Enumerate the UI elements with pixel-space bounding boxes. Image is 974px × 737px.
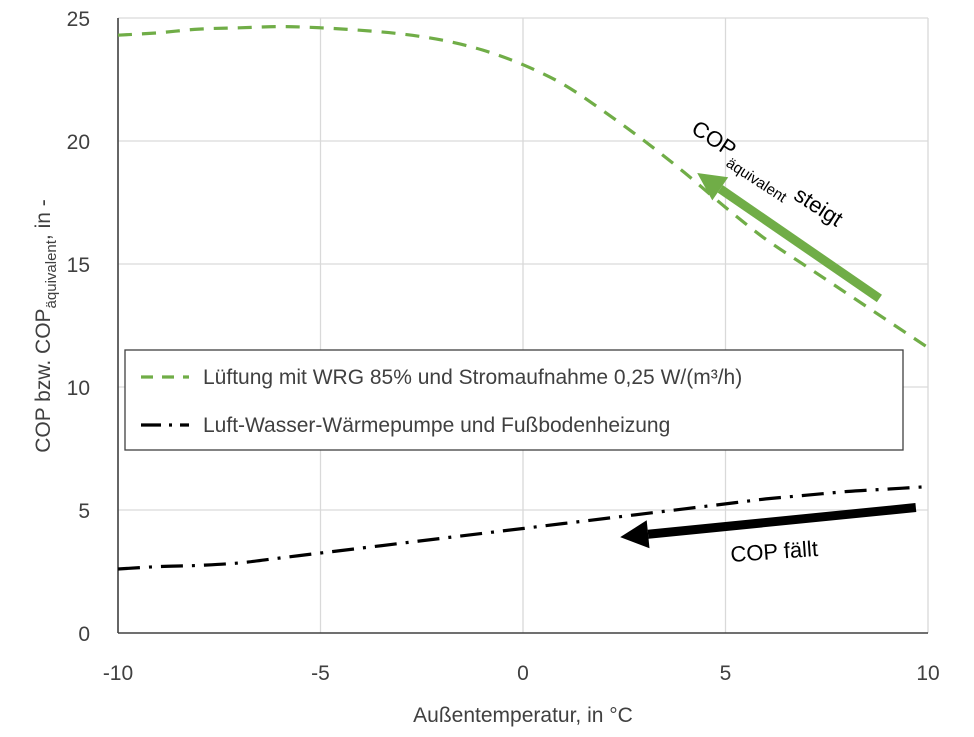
x-tick-label: 5 [720,662,732,685]
y-axis-title-suffix: , in - [32,199,55,240]
y-tick-label: 10 [67,377,90,400]
steigt-label-suffix: steigt [785,178,848,231]
y-tick-label: 20 [67,131,90,154]
y-axis-title-subscript: äquivalent [43,239,60,308]
y-axis-title: COP bzw. COPäquivalent, in - [32,199,60,453]
legend-label-1: Luft-Wasser-Wärmepumpe und Fußbodenheizu… [203,414,670,437]
faellt-arrow-shaft [647,503,917,539]
y-tick-label: 15 [67,254,90,277]
y-tick-label: 0 [78,623,90,646]
series-line-1 [117,485,929,571]
series-line-0 [117,24,929,349]
steigt-arrow-shaft [717,185,882,303]
x-tick-label: -5 [311,662,330,685]
steigt-arrow-head [697,173,729,201]
x-tick-label: 0 [517,662,529,685]
faellt-label: COP fällt [730,536,819,567]
y-tick-label: 5 [78,500,90,523]
legend-box [124,349,904,451]
x-axis-title: Außentemperatur, in °C [413,704,633,727]
y-tick-label: 25 [67,8,90,31]
faellt-arrow-head [620,520,650,549]
x-tick-label: 10 [916,662,939,685]
x-tick-label: -10 [103,662,133,685]
y-axis-title-main: COP bzw. COP [32,308,55,452]
legend-label-0: Lüftung mit WRG 85% und Stromaufnahme 0,… [203,366,742,389]
